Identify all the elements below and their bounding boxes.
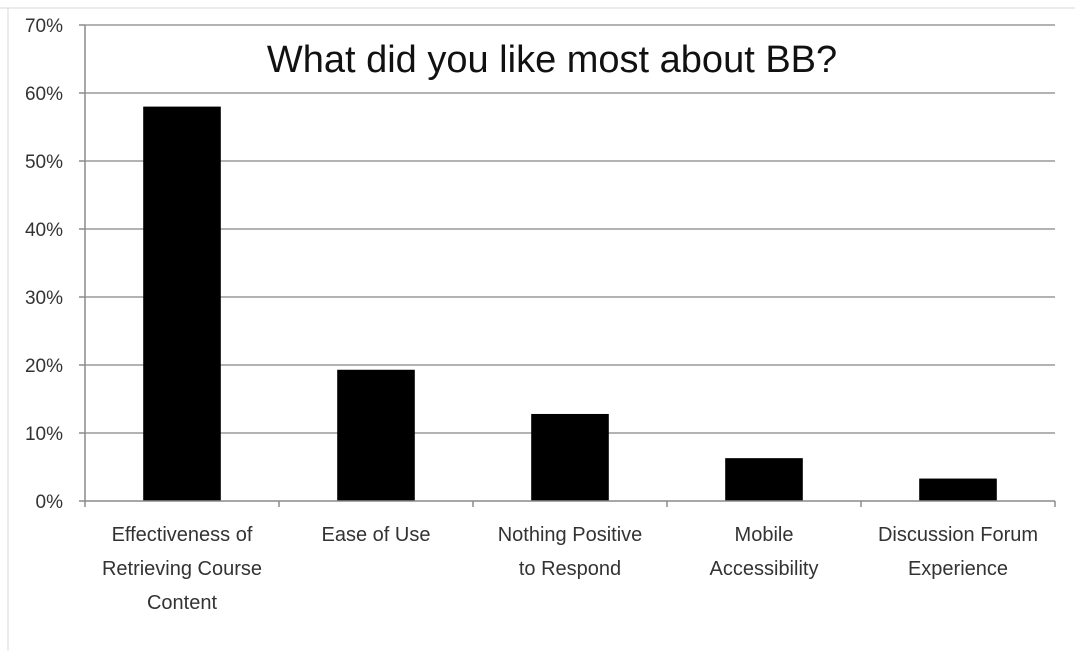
x-category-label-line: Mobile bbox=[735, 524, 794, 546]
bar bbox=[725, 458, 803, 501]
x-category-label-line: Nothing Positive bbox=[498, 524, 643, 546]
axes bbox=[0, 7, 1075, 651]
y-tick-label: 20% bbox=[25, 356, 63, 377]
bars bbox=[143, 106, 997, 501]
y-tick-label: 70% bbox=[25, 16, 63, 37]
x-category-label: Nothing Positive to Respond bbox=[498, 524, 643, 580]
chart-title: What did you like most about BB? bbox=[267, 39, 837, 81]
bar bbox=[919, 478, 997, 501]
x-category-label-line: Effectiveness of bbox=[112, 524, 253, 546]
y-tick-label: 30% bbox=[25, 288, 63, 309]
y-tick-label: 40% bbox=[25, 220, 63, 241]
gridlines bbox=[85, 24, 1055, 434]
bar bbox=[337, 369, 415, 501]
x-category-label-line: to Respond bbox=[519, 558, 621, 580]
x-category-label: Effectiveness of Retrieving Course Content bbox=[102, 524, 262, 614]
y-tick-label: 0% bbox=[36, 492, 64, 513]
x-category-label-line: Accessibility bbox=[710, 558, 819, 580]
y-tick-label: 10% bbox=[25, 424, 63, 445]
x-category-label-line: Ease of Use bbox=[322, 524, 431, 546]
x-category-label-line: Experience bbox=[908, 558, 1008, 580]
y-tick-label: 50% bbox=[25, 152, 63, 173]
x-category-label: Ease of Use bbox=[322, 524, 431, 546]
x-category-label: Mobile Accessibility bbox=[710, 524, 819, 580]
bar bbox=[531, 413, 609, 501]
x-category-label-line: Content bbox=[147, 592, 217, 614]
x-category-label: Discussion Forum Experience bbox=[878, 524, 1038, 580]
x-category-label-line: Retrieving Course bbox=[102, 558, 262, 580]
bar bbox=[143, 106, 221, 501]
x-category-labels: Effectiveness of Retrieving Course Content… bbox=[102, 524, 1038, 614]
x-category-label-line: Discussion Forum bbox=[878, 524, 1038, 546]
y-tick-label: 60% bbox=[25, 84, 63, 105]
y-tick-labels: 0% 10% 20% 30% 40% 50% 60% 70% bbox=[25, 16, 63, 513]
